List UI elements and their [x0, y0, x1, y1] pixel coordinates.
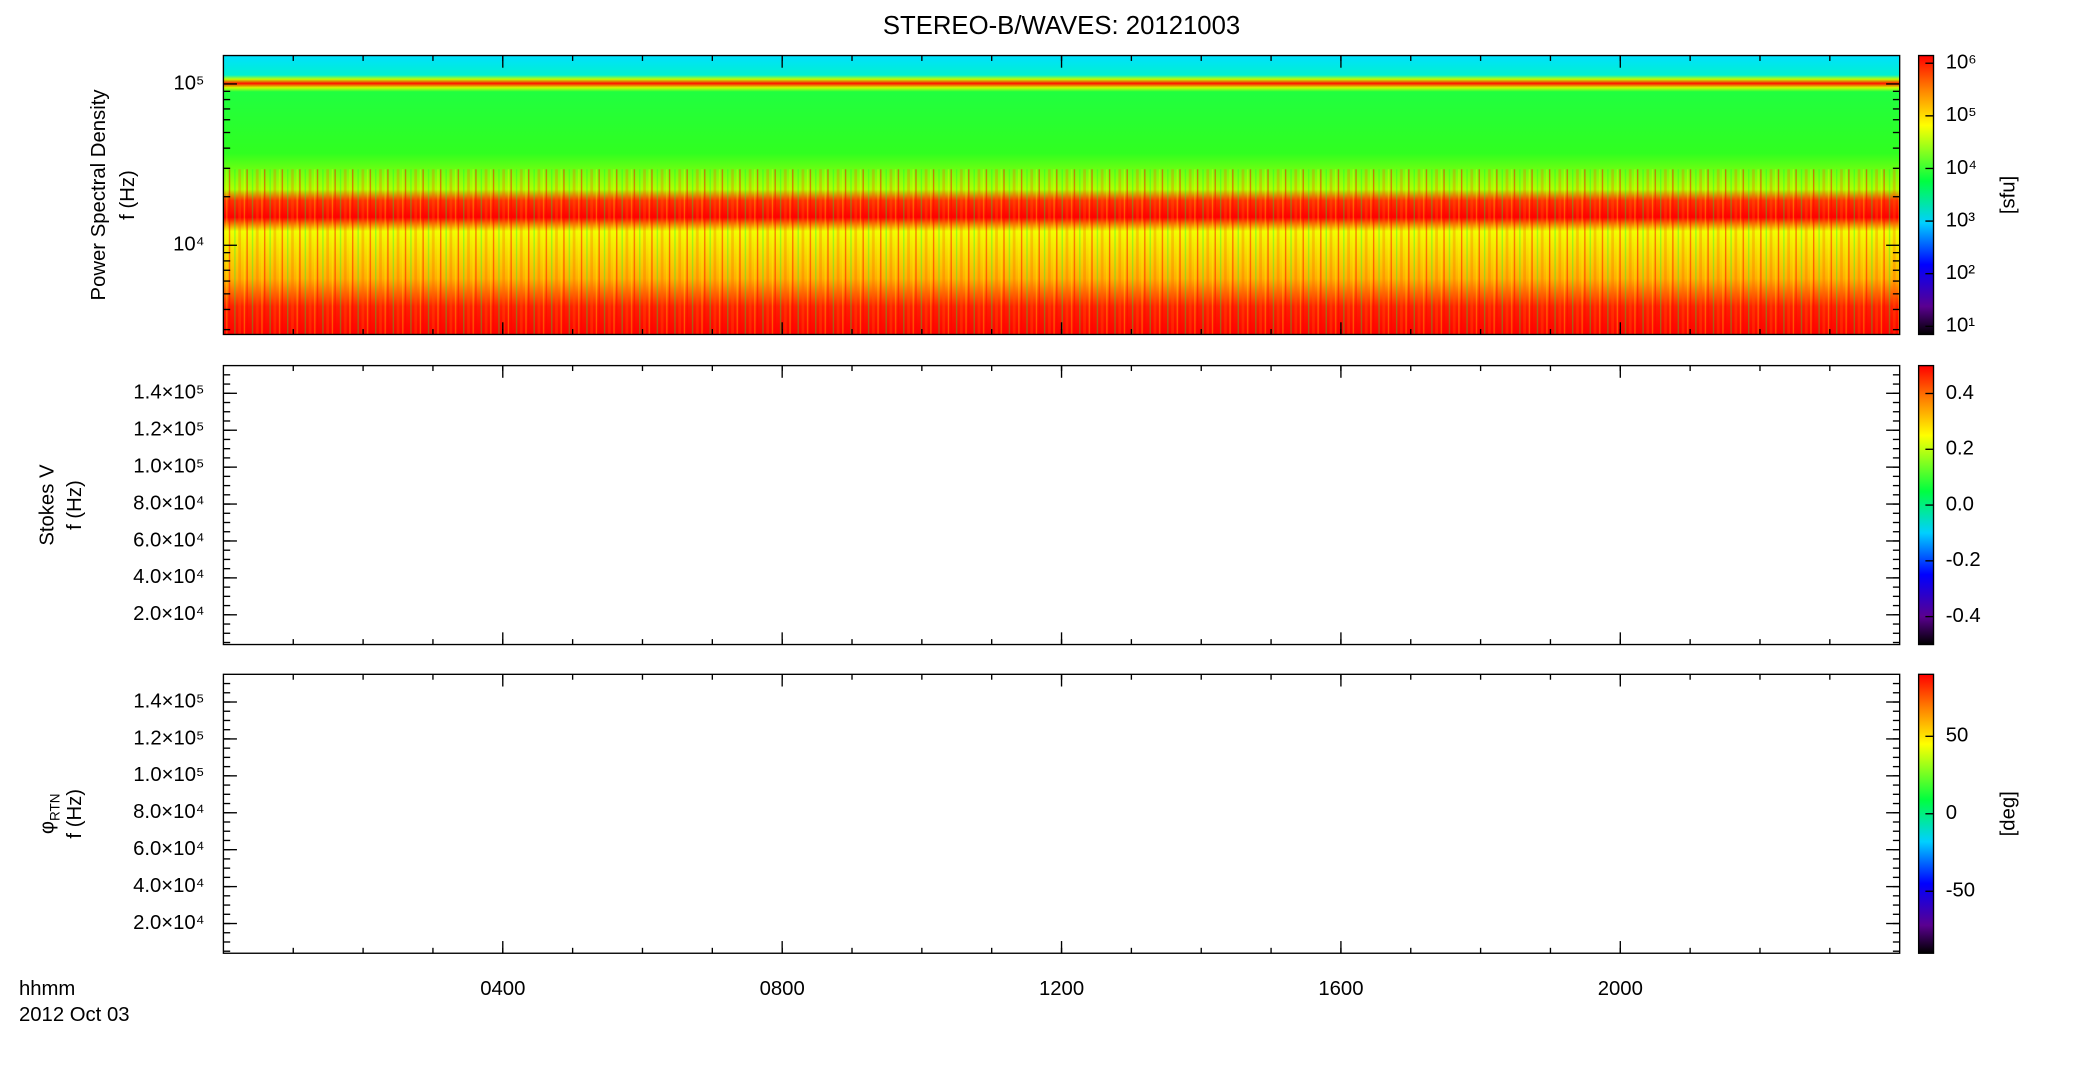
colorbar-tick-label: 10³ [1946, 209, 1976, 231]
x-axis-label: hhmm [19, 978, 75, 1000]
x-tick-label: 0400 [480, 978, 525, 1000]
colorbar-tick-label: 0.0 [1946, 493, 1974, 515]
y-tick-label: 1.2×10⁵ [133, 727, 204, 749]
y-tick-label: 8.0×10⁴ [133, 801, 204, 823]
chart-title: STEREO-B/WAVES: 20121003 [883, 12, 1240, 40]
colorbar-label: [sfu] [1998, 176, 2020, 214]
date-label: 2012 Oct 03 [19, 1004, 130, 1026]
y-axis-label-text: Stokes V [37, 464, 59, 546]
y-axis-label-text: φ [37, 821, 59, 834]
y-tick-label: 2.0×10⁴ [133, 912, 204, 934]
x-tick-label: 1600 [1318, 978, 1363, 1000]
colorbar-tick-label: 0 [1946, 802, 1957, 824]
colorbar-tick-label: 50 [1946, 725, 1969, 747]
x-tick-label: 1200 [1039, 978, 1084, 1000]
colorbar-tick-label: -50 [1946, 880, 1975, 902]
y-axis-label-sub: RTN [47, 793, 62, 821]
colorbar-label: [deg] [1998, 791, 2020, 836]
y-tick-label: 4.0×10⁴ [133, 875, 204, 897]
y-tick-label: 1.4×10⁵ [133, 690, 204, 712]
x-tick-label: 2000 [1598, 978, 1643, 1000]
y-tick-label: 8.0×10⁴ [133, 492, 204, 514]
colorbar-tick-label: 10² [1946, 262, 1976, 284]
plot-frame [222, 364, 1901, 646]
y-axis-label-unit: f (Hz) [117, 170, 139, 220]
y-tick-label: 6.0×10⁴ [133, 838, 204, 860]
y-axis-label-unit: f (Hz) [64, 789, 86, 839]
y-tick-label: 1.4×10⁵ [133, 382, 204, 404]
colorbar-tick-label: 10⁶ [1946, 52, 1977, 74]
y-axis-label-unit: f (Hz) [64, 480, 86, 530]
y-axis-label: φRTN [37, 793, 62, 834]
y-axis-label-text: Power Spectral Density [89, 89, 111, 301]
y-axis-label: Stokes V [37, 464, 59, 546]
colorbar-tick-label: 0.4 [1946, 382, 1974, 404]
y-tick-label: 2.0×10⁴ [133, 603, 204, 625]
colorbar-tick-label: 10¹ [1946, 315, 1976, 337]
colorbar [1917, 54, 1935, 336]
spectrogram-image [223, 55, 1900, 335]
colorbar-tick-label: 10⁴ [1946, 157, 1977, 179]
y-tick-label: 4.0×10⁴ [133, 566, 204, 588]
y-tick-label: 6.0×10⁴ [133, 529, 204, 551]
colorbar-tick-label: 0.2 [1946, 438, 1974, 460]
y-tick-label: 1.2×10⁵ [133, 419, 204, 441]
colorbar-tick-label: 10⁵ [1946, 104, 1977, 126]
plot-frame [222, 673, 1901, 954]
y-tick-label: 10⁴ [173, 234, 204, 256]
y-tick-label: 1.0×10⁵ [133, 455, 204, 477]
x-tick-label: 0800 [760, 978, 805, 1000]
y-tick-label: 1.0×10⁵ [133, 764, 204, 786]
colorbar-tick-label: -0.4 [1946, 605, 1981, 627]
y-tick-label: 10⁵ [173, 72, 204, 94]
colorbar-tick-label: -0.2 [1946, 549, 1981, 571]
y-axis-label: Power Spectral Density [89, 89, 111, 301]
